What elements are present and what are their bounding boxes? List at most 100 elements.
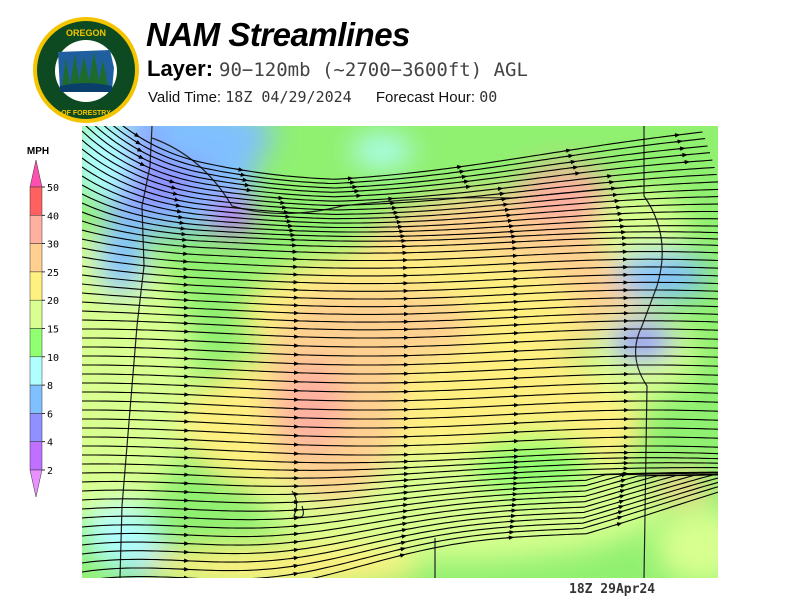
streamline-arrow <box>608 186 617 191</box>
map-timestamp: 18Z 29Apr24 <box>569 582 656 597</box>
legend-swatch <box>29 299 43 329</box>
svg-text:OREGON: OREGON <box>66 28 106 38</box>
wind-speed-region <box>143 542 421 578</box>
streamline <box>85 126 713 198</box>
streamline-arrow <box>616 505 625 510</box>
layer-info: Layer: 90−120mb (~2700−3600ft) AGL <box>147 56 528 82</box>
streamline-arrow <box>240 177 249 182</box>
streamline-arrow <box>134 140 142 145</box>
streamline-arrow <box>573 171 581 176</box>
streamline-arrow <box>459 174 468 180</box>
streamline-arrow <box>400 509 409 514</box>
legend-tick-label: 15 <box>47 325 59 336</box>
streamlines <box>82 126 718 578</box>
streamline-arrow <box>291 547 300 553</box>
legend-tick-label: 40 <box>47 211 59 222</box>
streamline-map <box>82 126 718 578</box>
streamline-arrow <box>398 553 406 558</box>
legend-swatch <box>29 215 43 244</box>
streamline-arrow <box>179 231 188 237</box>
legend-tick-label: 2 <box>47 466 53 477</box>
streamline-arrow <box>291 539 300 545</box>
streamline-arrow <box>173 203 182 208</box>
legend-swatch <box>29 271 43 301</box>
streamline-arrow <box>242 182 251 188</box>
legend-tick-label: 50 <box>47 183 59 194</box>
streamline-arrow <box>133 132 140 138</box>
streamline-arrow <box>568 159 577 165</box>
streamline-arrow <box>497 191 506 197</box>
streamline-arrow <box>614 522 623 527</box>
streamline-arrow <box>170 191 179 196</box>
streamline-arrow <box>566 153 574 159</box>
forecast-hour-value: 00 <box>479 88 498 106</box>
wind-speed-legend: MPH 50 40 30 25 20 15 10 8 6 4 2 <box>27 146 59 498</box>
streamline-arrow <box>399 528 408 533</box>
streamline-arrow <box>618 489 626 494</box>
streamline-arrow <box>618 478 627 483</box>
legend-tick-label: 8 <box>47 381 53 392</box>
streamline-arrow <box>606 180 615 185</box>
wind-speed-region <box>611 321 673 361</box>
streamline-arrow <box>457 169 466 175</box>
legend-high-cap <box>29 159 43 188</box>
streamline-arrow <box>135 147 143 152</box>
legend-swatch <box>29 186 43 216</box>
streamline-arrow <box>177 220 186 225</box>
streamline-arrow <box>291 555 300 561</box>
streamline-arrow <box>176 214 184 220</box>
streamline-arrow <box>401 503 409 508</box>
legend-tick-label: 6 <box>47 409 53 420</box>
streamline-arrow <box>291 531 300 537</box>
layer-value: 90−120mb (~2700−3600ft) AGL <box>219 59 528 81</box>
legend-swatch <box>29 413 43 442</box>
streamline-arrow <box>400 515 409 520</box>
wind-speed-region <box>655 507 718 578</box>
streamline-arrow <box>618 483 627 489</box>
streamline-arrow <box>617 499 625 505</box>
legend-swatch <box>29 384 43 414</box>
oregon-department-of-forestry-logo: OREGON OF FORESTRY <box>33 17 139 123</box>
streamline-arrow <box>455 165 463 170</box>
streamline-arrow <box>619 473 627 478</box>
streamline-arrow <box>175 209 183 214</box>
wind-speed-region <box>98 217 146 295</box>
wind-speed-region <box>351 135 413 167</box>
streamline-arrow <box>677 146 686 151</box>
streamline-arrow <box>501 202 509 207</box>
valid-time-label: Valid Time: <box>148 89 222 106</box>
forecast-hour-label: Forecast Hour: <box>375 89 476 106</box>
streamline-arrow <box>399 534 408 539</box>
legend-tick-label: 10 <box>47 353 59 364</box>
valid-time-value: 18Z 04/29/2024 <box>225 88 352 106</box>
streamline-arrow <box>604 174 613 179</box>
streamline-arrow <box>291 563 300 569</box>
legend-tick-label: 20 <box>47 296 59 307</box>
legend-swatch <box>29 356 43 386</box>
legend-tick-label: 25 <box>47 268 59 279</box>
streamline-arrow <box>401 484 410 489</box>
wind-speed-region <box>82 229 195 523</box>
streamline-arrow <box>169 185 177 190</box>
streamline-arrow <box>570 165 579 170</box>
legend-swatch <box>29 441 43 471</box>
streamline <box>122 126 703 180</box>
wind-speed-region <box>558 166 606 206</box>
legend-swatch <box>29 243 43 273</box>
legend-tick-label: 4 <box>47 438 53 449</box>
streamline-arrow <box>178 226 187 231</box>
streamline <box>103 126 708 189</box>
streamline-arrow <box>398 547 407 552</box>
wind-speed-region <box>615 252 709 300</box>
streamline-arrow <box>291 571 300 577</box>
streamline-arrow <box>563 148 572 153</box>
page-title: NAM Streamlines <box>146 16 410 53</box>
streamline-arrow <box>401 496 410 502</box>
streamline-arrow <box>401 490 410 495</box>
streamline-arrow <box>615 515 624 520</box>
streamline-arrow <box>617 494 626 499</box>
streamline-arrow <box>672 133 681 138</box>
streamline-arrow <box>499 197 508 202</box>
streamline-arrow <box>461 179 470 184</box>
streamline-arrow <box>616 510 624 515</box>
